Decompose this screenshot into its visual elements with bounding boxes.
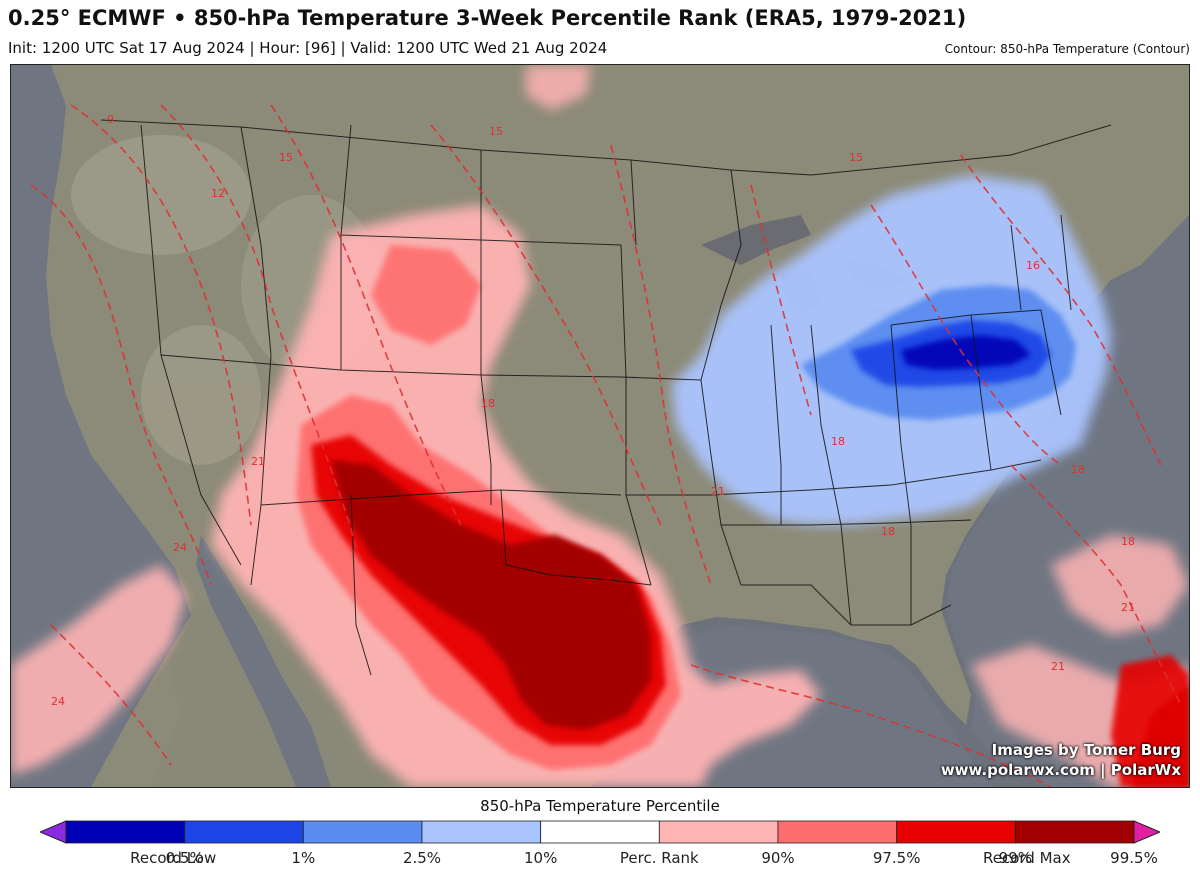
colorbar-label: 1% xyxy=(291,849,316,867)
gulf-of-california xyxy=(196,535,331,787)
state-borders xyxy=(100,119,1112,676)
colorbar-bin-record-max xyxy=(1133,820,1160,844)
colorbar-label: 2.5% xyxy=(402,849,442,867)
colorbar-labels: Record Low 0.5% 1% 2.5% 10% Perc. Rank 90% 97.5… xyxy=(40,849,1160,871)
run-info: Init: 1200 UTC Sat 17 Aug 2024 | Hour: [… xyxy=(8,39,608,57)
warm-anomaly xyxy=(11,65,1189,787)
colorbar xyxy=(40,820,1160,844)
contour-label: 18 xyxy=(831,435,845,448)
map-title: 0.25° ECMWF • 850-hPa Temperature 3-Week… xyxy=(8,6,967,30)
header: 0.25° ECMWF • 850-hPa Temperature 3-Week… xyxy=(0,0,1200,64)
contour-label: 21 xyxy=(711,485,725,498)
contour-label: 18 xyxy=(881,525,895,538)
colorbar-label: 99% xyxy=(998,849,1032,867)
contour-label: 15 xyxy=(849,151,863,164)
colorbar-bin xyxy=(65,820,186,844)
colorbar-label: 90% xyxy=(761,849,795,867)
contour-label: 21 xyxy=(251,455,265,468)
contour-label: 18 xyxy=(1071,463,1085,476)
colorbar-label: 99.5% xyxy=(1110,849,1158,867)
colorbar-label: 97.5% xyxy=(872,849,921,867)
map-panel[interactable]: 9 12 15 15 18 21 24 21 18 18 18 21 15 16… xyxy=(10,64,1190,788)
contour-label: 16 xyxy=(1026,259,1040,272)
contour-labels: 9 12 15 15 18 21 24 21 18 18 18 21 15 16… xyxy=(51,113,1135,708)
colorbar-label: Perc. Rank xyxy=(619,849,699,867)
temperature-contours xyxy=(30,104,1182,787)
contour-label: 24 xyxy=(173,541,187,554)
atlantic-ocean xyxy=(946,215,1189,787)
colorbar-bin xyxy=(540,820,660,844)
credit-website[interactable]: www.polarwx.com | PolarWx xyxy=(940,761,1181,779)
contour-label: 9 xyxy=(107,113,114,126)
contour-label: 24 xyxy=(51,695,65,708)
colorbar-bin xyxy=(1014,820,1135,844)
contour-label: 18 xyxy=(481,397,495,410)
contour-label: 21 xyxy=(1051,660,1065,673)
legend-title: 850-hPa Temperature Percentile xyxy=(480,797,720,815)
cool-anomaly xyxy=(671,175,1111,525)
contour-label: 15 xyxy=(489,125,503,138)
colorbar-bin xyxy=(658,820,779,844)
great-lakes xyxy=(701,215,986,323)
colorbar-label: Record Max xyxy=(982,849,1071,867)
colorbar-bin xyxy=(302,820,423,844)
colorbar-bin xyxy=(896,820,1016,844)
contour-label: 15 xyxy=(279,151,293,164)
contour-note: Contour: 850-hPa Temperature (Contour) xyxy=(944,42,1190,56)
contour-label: 18 xyxy=(1121,535,1135,548)
colorbar-label: 0.5% xyxy=(165,849,204,867)
colorbar-label: 10% xyxy=(523,849,558,867)
colorbar-label: Record Low xyxy=(130,849,217,867)
credit-author: Images by Tomer Burg xyxy=(991,741,1181,759)
contour-label: 21 xyxy=(1121,601,1135,614)
map-canvas: 9 12 15 15 18 21 24 21 18 18 18 21 15 16… xyxy=(11,65,1189,787)
colorbar-bin xyxy=(184,820,304,844)
colorbar-bin xyxy=(777,820,898,844)
contour-label: 12 xyxy=(211,187,225,200)
colorbar-bin xyxy=(421,820,542,844)
colorbar-bin-record-low xyxy=(40,820,67,844)
